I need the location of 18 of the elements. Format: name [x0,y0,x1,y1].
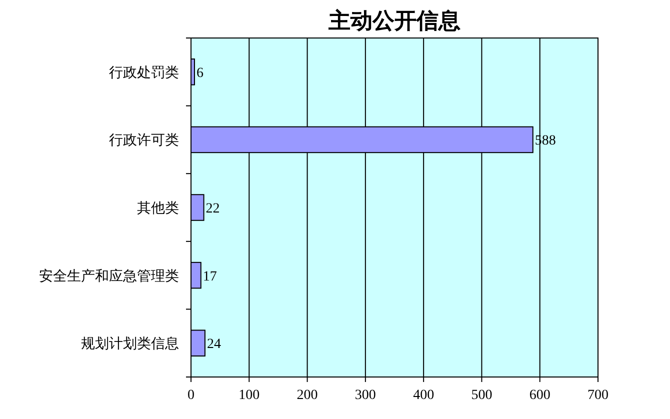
data-label: 17 [202,269,217,284]
x-tick-label: 700 [588,388,608,403]
y-tick-label: 规划计划类信息 [81,336,179,352]
x-tick-label: 400 [413,388,434,403]
chart-title: 主动公开信息 [328,8,460,33]
y-tick-label: 其他类 [137,200,179,216]
x-tick-label: 500 [471,388,492,403]
data-label: 22 [206,202,220,216]
data-label: 24 [206,337,221,352]
y-tick-label: 安全生产和应急管理类 [39,268,179,284]
x-tick-label: 200 [296,388,318,403]
data-label: 6 [196,66,204,81]
x-tick-label: 300 [354,388,376,403]
x-tick-label: 600 [529,388,550,403]
y-tick-label: 行政处罚类 [109,64,179,81]
y-tick-label: 行政许可类 [109,132,179,149]
x-tick-label: 100 [238,388,260,403]
x-tick-label: 0 [188,388,194,403]
